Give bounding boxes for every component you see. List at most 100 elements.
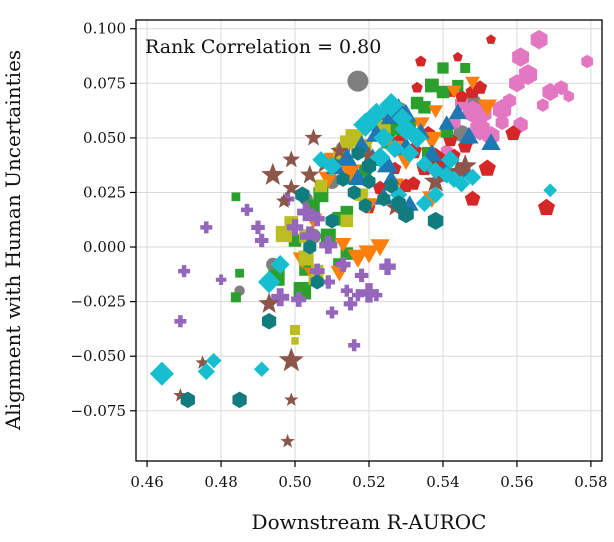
point-teal <box>295 186 310 203</box>
point-red <box>411 81 423 93</box>
y-tick-label: −0.025 <box>70 293 126 311</box>
point-red <box>415 55 427 67</box>
point-cyan <box>312 151 330 169</box>
point-orange <box>347 249 369 268</box>
point-purple <box>340 284 353 297</box>
point-purple <box>379 258 396 275</box>
point-orange <box>446 85 462 99</box>
point-teal <box>391 195 406 212</box>
x-tick-label: 0.50 <box>278 473 311 491</box>
y-tick-label: 0.000 <box>83 238 126 256</box>
point-purple <box>291 291 307 307</box>
point-cyan <box>253 361 270 378</box>
point-orange <box>318 171 339 189</box>
point-blue <box>481 133 501 151</box>
point-brown <box>275 192 292 209</box>
point-cyan <box>426 161 445 180</box>
y-tick-label: 0.025 <box>83 183 126 201</box>
point-brown <box>195 355 210 369</box>
point-pink <box>563 90 574 103</box>
point-green <box>235 268 244 278</box>
point-blue <box>459 126 479 144</box>
point-green <box>410 96 424 110</box>
point-red <box>455 89 468 102</box>
point-cyan <box>452 175 471 193</box>
point-brown <box>282 178 301 196</box>
point-cyan <box>438 166 456 184</box>
point-orange <box>428 105 444 119</box>
point-brown <box>444 158 472 185</box>
point-cyan <box>415 194 434 213</box>
point-red <box>452 51 463 62</box>
point-green <box>436 85 450 99</box>
point-green <box>460 62 471 74</box>
point-purple <box>319 235 338 254</box>
point-teal <box>336 171 350 187</box>
point-brown <box>282 150 301 168</box>
point-brown <box>284 392 299 406</box>
point-cyan <box>445 170 463 189</box>
point-blue <box>336 147 358 166</box>
x-tick-label: 0.54 <box>426 473 459 491</box>
point-red <box>478 159 496 176</box>
point-teal <box>310 274 324 290</box>
point-blue <box>422 144 442 162</box>
point-brown <box>258 292 280 313</box>
point-purple <box>286 219 304 236</box>
point-red <box>486 34 496 44</box>
point-purple <box>309 263 325 279</box>
point-purple <box>321 275 336 289</box>
series-teal <box>180 145 444 409</box>
point-red <box>465 84 480 99</box>
point-cyan <box>197 362 215 381</box>
point-teal <box>358 198 372 214</box>
point-teal <box>384 178 398 194</box>
grid-lines <box>136 20 602 461</box>
point-teal <box>180 391 195 409</box>
point-cyan <box>389 186 408 204</box>
y-tick-label: −0.075 <box>70 402 126 420</box>
point-cyan <box>257 270 281 294</box>
point-red <box>537 198 556 216</box>
point-purple <box>309 211 325 227</box>
point-purple <box>254 233 269 248</box>
series-pink <box>440 29 594 158</box>
point-red <box>464 190 481 206</box>
point-brown <box>424 169 448 192</box>
point-purple <box>348 339 361 352</box>
point-purple <box>215 274 227 286</box>
point-blue <box>382 169 400 185</box>
point-blue <box>438 115 455 130</box>
point-olive <box>291 337 299 345</box>
point-brown <box>360 146 378 163</box>
point-purple <box>326 306 338 319</box>
point-pink <box>512 47 530 67</box>
point-purple <box>271 288 290 307</box>
point-cyan <box>379 93 404 118</box>
point-orange <box>340 164 361 183</box>
point-pink <box>581 54 594 69</box>
point-cyan <box>373 127 395 149</box>
point-teal <box>261 313 277 330</box>
point-teal <box>351 145 365 161</box>
x-tick-label: 0.58 <box>574 473 607 491</box>
point-green <box>425 78 439 93</box>
point-orange <box>465 76 481 90</box>
point-green <box>231 192 241 202</box>
point-orange <box>334 237 352 253</box>
point-teal <box>232 391 247 409</box>
y-tick-label: 0.100 <box>83 20 126 38</box>
y-tick-label: 0.050 <box>83 129 126 147</box>
point-purple <box>241 203 253 216</box>
point-cyan <box>205 352 222 369</box>
axis-ticks: 0.46 0.48 0.50 0.52 0.54 0.56 0.58 0.100 0.075 0.… <box>70 20 607 491</box>
point-teal <box>362 174 376 190</box>
point-cyan <box>415 155 434 173</box>
point-brown <box>299 164 320 184</box>
point-purple <box>359 283 379 303</box>
point-brown <box>304 128 323 146</box>
point-olive <box>340 214 354 228</box>
point-green <box>437 62 449 74</box>
point-pink <box>509 74 525 93</box>
